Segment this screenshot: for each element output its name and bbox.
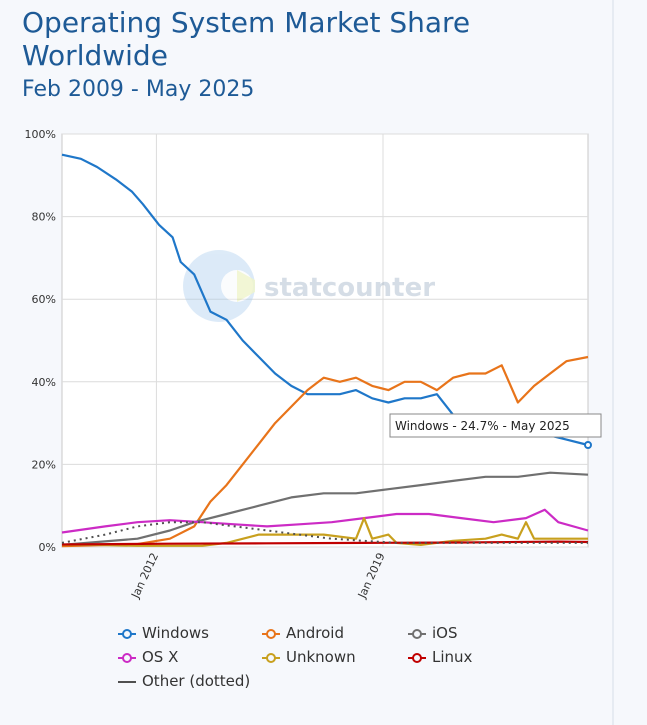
y-axis-labels: 0% 20% 40% 60% 80% 100%	[25, 128, 56, 554]
series-lines	[61, 153, 592, 548]
legend-label: iOS	[432, 624, 458, 642]
chart-title: Operating System Market Share Worldwide	[22, 6, 471, 72]
series-line-ios	[61, 471, 589, 546]
y-tick-label: 40%	[32, 376, 56, 389]
grid-lines	[61, 133, 589, 548]
legend-label: Other (dotted)	[142, 672, 251, 690]
x-tick-label: Jan 2019	[355, 551, 388, 601]
y-tick-label: 0%	[39, 541, 56, 554]
series-line-android	[61, 355, 589, 548]
hover-point-marker	[584, 440, 592, 449]
legend-circle-icon	[118, 652, 136, 663]
legend-line-icon	[118, 680, 136, 683]
y-tick-label: 20%	[32, 458, 56, 471]
x-tick-label: Jan 2012	[128, 551, 161, 601]
legend-item-other-dotted[interactable]: Other (dotted)	[118, 672, 250, 690]
plot-area	[61, 133, 589, 548]
legend-item-unknown[interactable]: Unknown	[262, 648, 356, 666]
legend-label: Android	[286, 624, 344, 642]
y-tick-label: 80%	[32, 211, 56, 224]
legend-circle-icon	[262, 652, 280, 663]
watermark-logo-icon	[183, 250, 255, 322]
legend-label: Windows	[142, 624, 209, 642]
series-line-os-x	[61, 508, 589, 534]
legend-item-linux[interactable]: Linux	[408, 648, 472, 666]
legend-circle-icon	[408, 628, 426, 639]
tooltip-text: Windows - 24.7% - May 2025	[395, 419, 570, 433]
statcounter-watermark: statcounter	[183, 250, 435, 322]
series-line-linux	[61, 540, 589, 546]
chart-subtitle: Feb 2009 - May 2025	[22, 77, 255, 102]
legend-item-os-x[interactable]: OS X	[118, 648, 178, 666]
line-chart: 0% 20% 40% 60% 80% 100% Jan 2012 Jan 2019 stat…	[25, 128, 602, 601]
y-tick-label: 100%	[25, 128, 56, 141]
legend-label: Linux	[432, 648, 473, 666]
legend-circle-icon	[118, 628, 136, 639]
x-axis-labels: Jan 2012 Jan 2019	[128, 551, 387, 601]
page-divider	[612, 0, 614, 725]
legend-item-ios[interactable]: iOS	[408, 624, 458, 642]
legend-item-android[interactable]: Android	[262, 624, 344, 642]
legend-circle-icon	[262, 628, 280, 639]
legend-item-windows[interactable]: Windows	[118, 624, 209, 642]
tooltip: Windows - 24.7% - May 2025	[389, 413, 602, 438]
watermark-text: statcounter	[264, 273, 435, 303]
y-tick-label: 60%	[32, 293, 56, 306]
series-line-other-dotted	[61, 521, 588, 544]
legend-label: OS X	[142, 648, 179, 666]
legend-label: Unknown	[286, 648, 356, 666]
legend-circle-icon	[408, 652, 426, 663]
